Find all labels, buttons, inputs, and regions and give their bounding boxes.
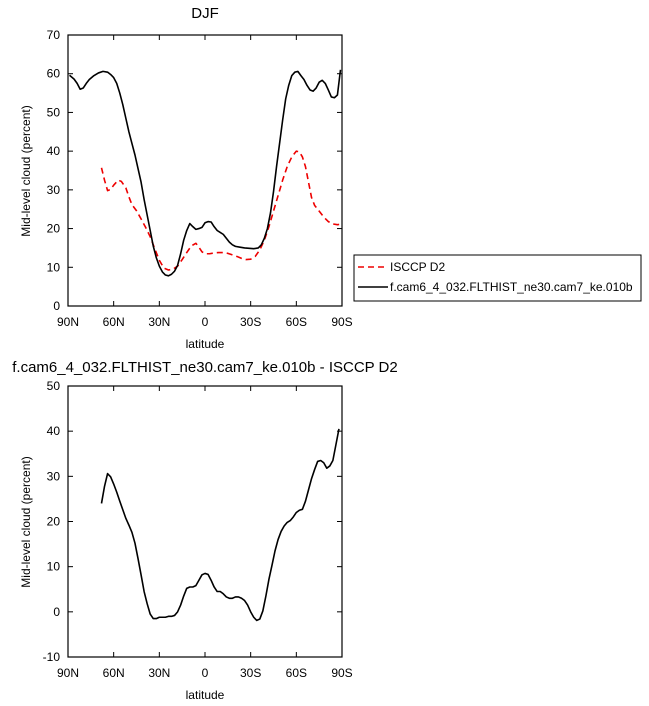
bottom-series-lines: [100, 428, 340, 622]
bottom-x-tick-label: 90S: [331, 666, 352, 680]
top-chart-title: DJF: [191, 5, 219, 22]
top-y-tick-label: 0: [53, 299, 60, 313]
top-y-ticks: 0 10 20 30 40 50 60 70: [47, 28, 342, 313]
bottom-x-ticks: 90N 60N 30N 0 30S 60S 90S: [57, 386, 353, 680]
bottom-y-tick-label: -10: [43, 650, 61, 664]
top-y-tick-label: 20: [47, 222, 61, 236]
bottom-y-tick-label: 40: [47, 424, 61, 438]
top-x-tick-label: 90S: [331, 315, 352, 329]
top-y-tick-label: 60: [47, 67, 61, 81]
legend: ISCCP D2 f.cam6_4_032.FLTHIST_ne30.cam7_…: [353, 254, 642, 302]
bottom-y-axis-label: Mid-level cloud (percent): [19, 456, 33, 587]
top-x-tick-label: 30N: [148, 315, 170, 329]
bottom-y-tick-label: 10: [47, 560, 61, 574]
top-x-tick-label: 30S: [240, 315, 261, 329]
top-plot-area: 0 10 20 30 40 50 60 70 90N 60N 30N 0 30S 60S 90S: [47, 28, 353, 329]
bottom-y-tick-label: 50: [47, 379, 61, 393]
bottom-y-ticks: -10 0 10 20 30 40 50: [43, 379, 342, 664]
top-y-axis-label: Mid-level cloud (percent): [19, 105, 33, 236]
top-y-tick-label: 30: [47, 183, 61, 197]
top-series-line-1: [69, 69, 342, 277]
legend-label-model: f.cam6_4_032.FLTHIST_ne30.cam7_ke.010b: [390, 280, 633, 294]
bottom-plot-frame: [67, 385, 343, 658]
bottom-y-tick-label: 0: [53, 605, 60, 619]
bottom-y-tick-label: 20: [47, 515, 61, 529]
bottom-series-line-0: [100, 428, 340, 622]
bottom-x-tick-label: 30S: [240, 666, 261, 680]
bottom-plot-area: -10 0 10 20 30 40 50 90N 60N 30N 0 30S 60S 90S: [43, 379, 353, 680]
bottom-chart-title: f.cam6_4_032.FLTHIST_ne30.cam7_ke.010b -…: [12, 359, 397, 376]
bottom-panel: f.cam6_4_032.FLTHIST_ne30.cam7_ke.010b -…: [12, 359, 397, 702]
top-x-tick-label: 90N: [57, 315, 79, 329]
legend-label-isccp: ISCCP D2: [390, 260, 445, 274]
top-x-ticks: 90N 60N 30N 0 30S 60S 90S: [57, 35, 353, 329]
bottom-x-tick-label: 30N: [148, 666, 170, 680]
bottom-y-tick-label: 30: [47, 469, 61, 483]
top-y-tick-label: 50: [47, 105, 61, 119]
top-x-axis-label: latitude: [186, 337, 225, 351]
top-series-lines: [69, 69, 342, 277]
top-y-tick-label: 10: [47, 260, 61, 274]
top-series-line-0: [100, 150, 341, 271]
bottom-x-tick-label: 90N: [57, 666, 79, 680]
bottom-x-tick-label: 60S: [286, 666, 307, 680]
top-x-tick-label: 0: [202, 315, 209, 329]
bottom-x-tick-label: 0: [202, 666, 209, 680]
top-y-tick-label: 40: [47, 144, 61, 158]
legend-box: [353, 254, 642, 302]
top-y-tick-label: 70: [47, 28, 61, 42]
top-x-tick-label: 60S: [286, 315, 307, 329]
bottom-x-axis-label: latitude: [186, 688, 225, 702]
top-x-tick-label: 60N: [103, 315, 125, 329]
bottom-x-tick-label: 60N: [103, 666, 125, 680]
